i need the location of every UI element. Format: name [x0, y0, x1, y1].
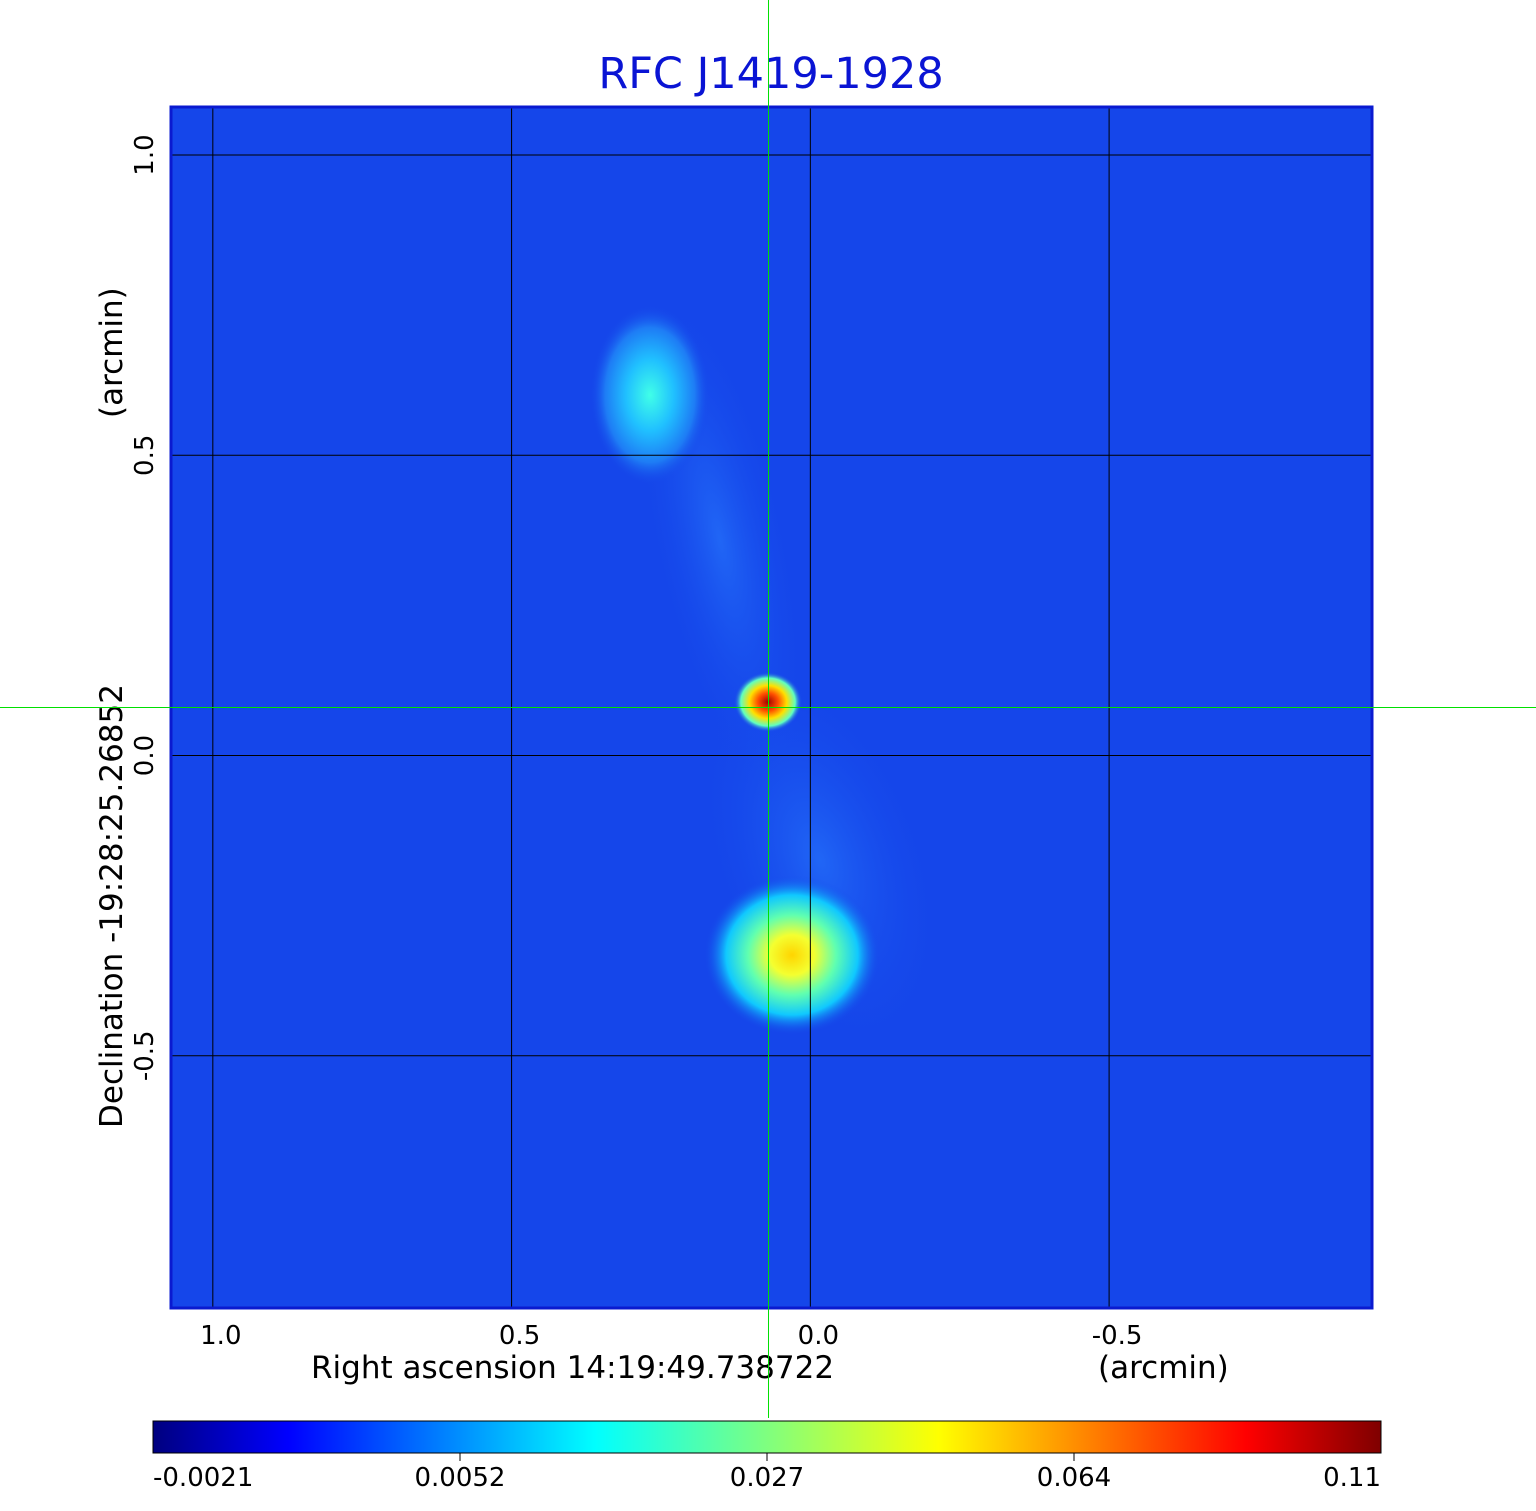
- x-tick-label: -0.5: [1092, 1321, 1143, 1351]
- x-tick-label: 1.0: [200, 1321, 241, 1351]
- y-axis-title: Declination -19:28:25.26852: [94, 684, 130, 1128]
- colorbar-label: 0.0052: [415, 1463, 506, 1493]
- colorbar-label: 0.11: [1323, 1463, 1381, 1493]
- x-tick-label: 0.0: [798, 1321, 839, 1351]
- chart-title: RFC J1419-1928: [598, 49, 943, 99]
- y-tick-label: 0.0: [130, 735, 160, 776]
- y-tick-label: 0.5: [130, 435, 160, 476]
- emission-layer: [590, 285, 944, 1052]
- x-axis-title: Right ascension 14:19:49.738722: [311, 1350, 834, 1386]
- y-axis-unit: (arcmin): [94, 287, 130, 418]
- colorbar-labels: -0.0021 0.0052 0.027 0.064 0.11: [153, 1453, 1381, 1493]
- y-tick-label: -0.5: [130, 1030, 160, 1081]
- x-tick-label: 0.5: [499, 1321, 540, 1351]
- colorbar-label: 0.064: [1037, 1463, 1111, 1493]
- y-tick-label: 1.0: [130, 134, 160, 175]
- y-tick-labels: 1.0 0.5 0.0 -0.5: [130, 134, 160, 1081]
- x-axis-unit: (arcmin): [1098, 1350, 1229, 1386]
- colorbar-label: 0.027: [730, 1463, 804, 1493]
- colorbar: [152, 1420, 1382, 1454]
- crosshair: [0, 0, 1536, 1418]
- colorbar-label: -0.0021: [153, 1463, 253, 1493]
- x-tick-labels: 1.0 0.5 0.0 -0.5: [200, 1321, 1142, 1351]
